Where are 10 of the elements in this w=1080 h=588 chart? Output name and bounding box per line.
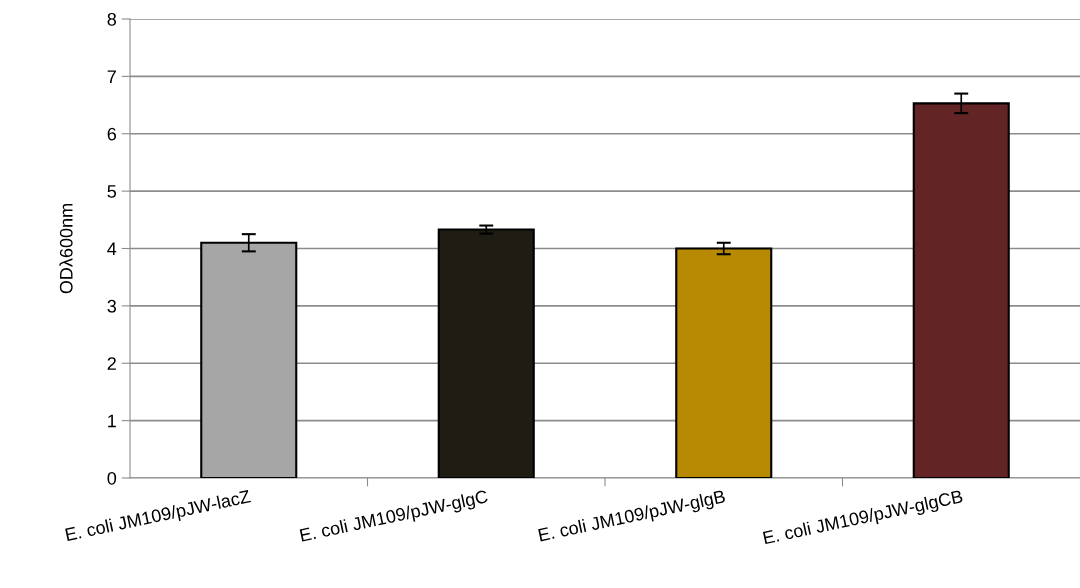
y-tick-label: 7 [107,70,116,83]
y-tick-label: 5 [107,185,117,198]
y-tick-label: 6 [107,127,117,141]
y-tick-label: 4 [107,242,117,256]
y-tick-label: 0 [107,471,117,485]
y-tick-label: 2 [107,357,116,370]
y-tick-label: 8 [107,12,117,26]
y-tick-label: 3 [107,299,117,313]
y-tick-label: 1 [108,414,116,428]
y-axis-title: ODλ600nm [59,204,73,294]
